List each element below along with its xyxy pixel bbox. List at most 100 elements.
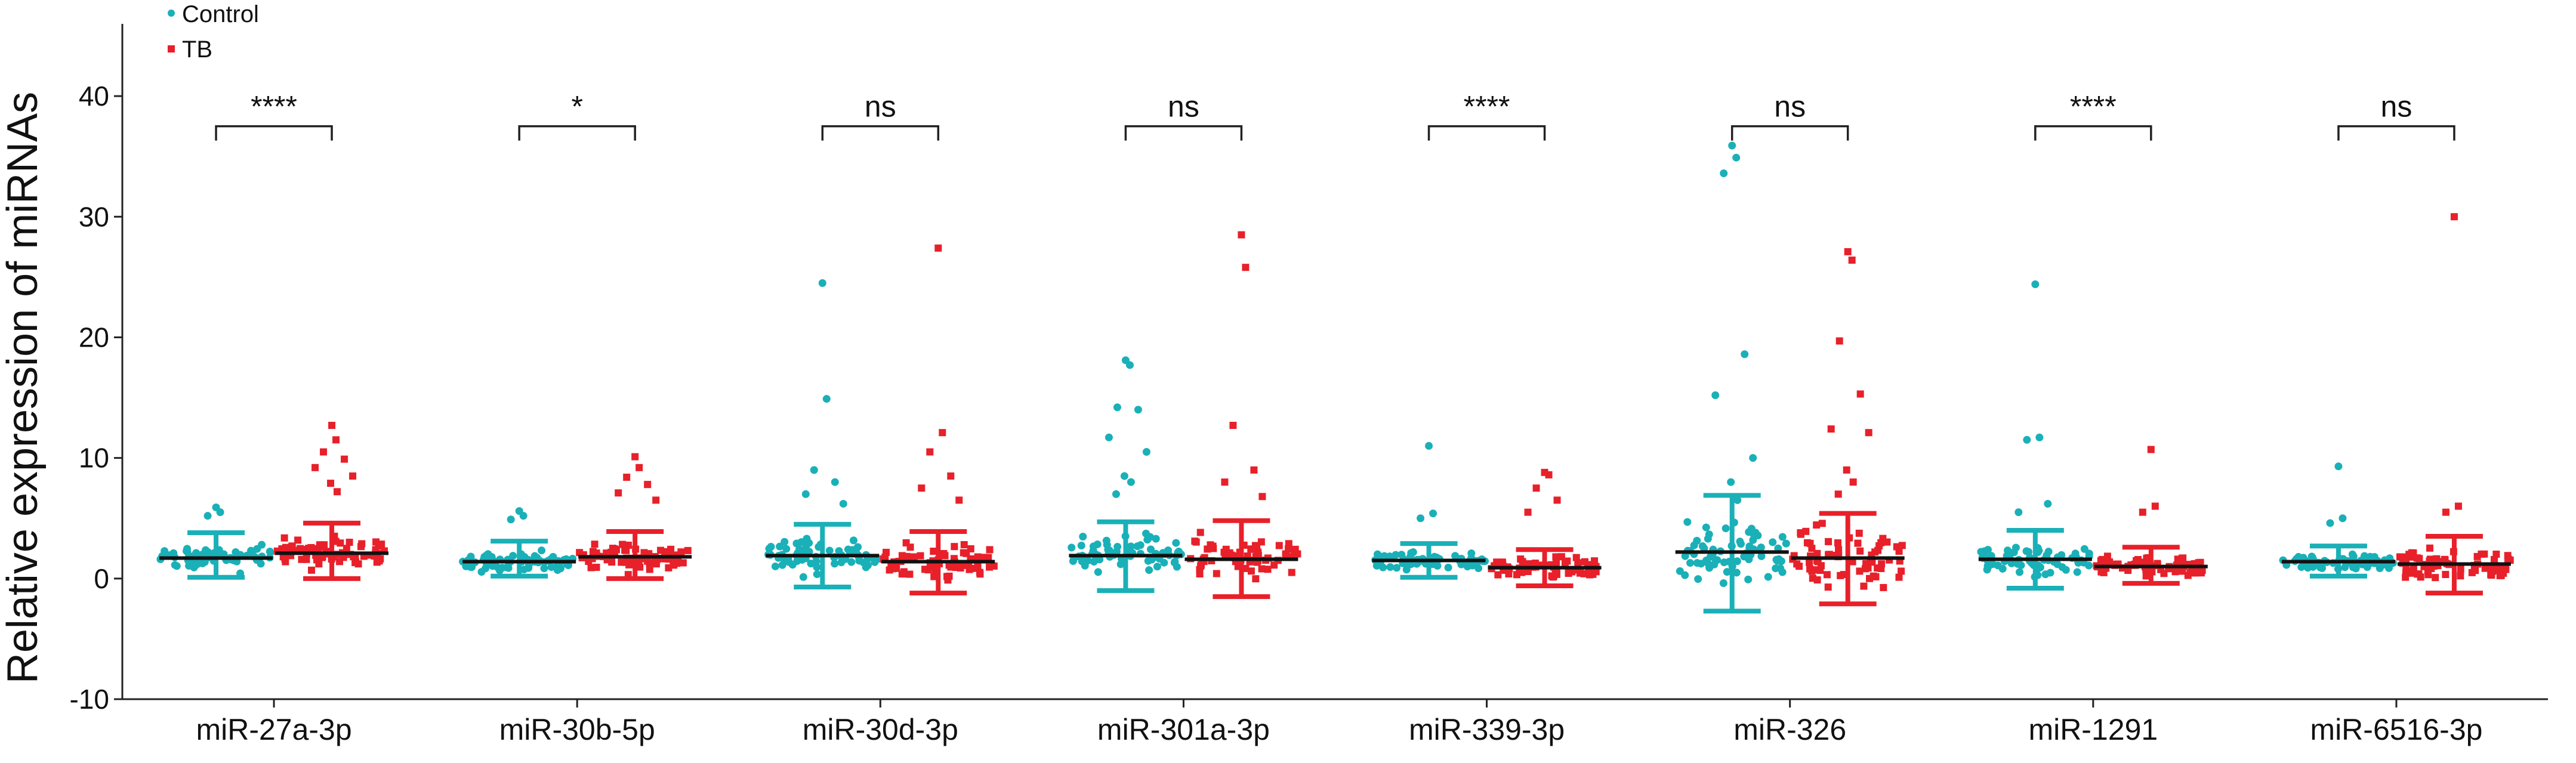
tb-point	[1860, 582, 1868, 590]
x-tick-label: miR-6516-3p	[2310, 713, 2482, 746]
tb-point	[2408, 549, 2415, 557]
tb-point	[585, 558, 593, 566]
x-tick-label: miR-339-3p	[1409, 713, 1565, 746]
control-point	[1705, 564, 1714, 572]
tb-outlier-point	[955, 496, 963, 504]
tb-point	[2442, 571, 2449, 579]
control-point	[1079, 532, 1087, 540]
control-outlier-point	[1113, 403, 1121, 412]
control-point	[1407, 549, 1415, 557]
tb-outlier-point	[623, 473, 631, 481]
control-point	[2073, 568, 2081, 576]
tb-point	[1247, 567, 1255, 575]
control-point	[1722, 524, 1730, 533]
control-point	[2058, 563, 2066, 572]
control-point	[1143, 536, 1152, 544]
control-point	[2297, 563, 2306, 572]
tb-point	[2478, 550, 2485, 558]
tb-point	[1252, 542, 1260, 549]
tb-point	[282, 543, 289, 551]
y-tick-label: 0	[94, 563, 109, 594]
significance-bracket	[215, 125, 333, 141]
control-outlier-point	[1749, 454, 1757, 462]
tb-point	[375, 557, 383, 565]
control-point	[776, 542, 784, 551]
tb-point	[941, 552, 949, 560]
tb-point	[2426, 544, 2434, 552]
control-point	[785, 558, 793, 566]
tb-outlier-point	[652, 496, 660, 504]
tb-point	[967, 564, 975, 572]
tb-point	[646, 566, 653, 573]
control-point	[780, 538, 789, 546]
control-point	[467, 552, 475, 561]
tb-point	[976, 570, 984, 578]
tb-point	[1552, 553, 1560, 561]
control-point	[1749, 536, 1757, 544]
control-point	[1705, 530, 1713, 539]
control-outlier-point	[2339, 514, 2347, 523]
tb-point	[1856, 567, 1864, 575]
tb-outlier-point	[2442, 508, 2449, 516]
control-outlier-point	[1741, 350, 1749, 359]
control-outlier-point	[1728, 141, 1736, 150]
tb-point	[618, 558, 625, 566]
y-tick-label: -10	[70, 684, 109, 715]
tb-outlier-point	[939, 429, 946, 437]
control-point	[1467, 549, 1476, 558]
tb-point	[902, 539, 910, 546]
control-point	[1736, 538, 1744, 546]
significance-label: ****	[1464, 90, 1510, 123]
tb-point	[318, 543, 326, 551]
tb-point	[280, 534, 288, 542]
control-point	[1084, 557, 1092, 565]
control-point	[850, 536, 858, 545]
tb-point	[1835, 546, 1843, 554]
control-point	[1372, 561, 1381, 570]
tb-point	[1895, 573, 1903, 581]
tb-outlier-point	[1849, 478, 1857, 486]
tb-outlier-point	[1242, 264, 1250, 271]
control-point	[1379, 563, 1387, 572]
tb-outlier-point	[1834, 490, 1842, 498]
control-point	[248, 549, 256, 558]
control-point	[1983, 546, 1992, 554]
control-point	[1733, 557, 1741, 566]
control-point	[1697, 560, 1705, 568]
control-outlier-point	[1732, 153, 1741, 162]
control-point	[1102, 536, 1110, 545]
control-point	[1077, 541, 1085, 549]
tb-outlier-point	[1865, 429, 1872, 437]
tb-point	[1549, 573, 1557, 581]
y-axis-label: Relative expression of miRNAs	[0, 92, 47, 684]
tb-point	[886, 566, 893, 574]
tb-point	[2481, 564, 2489, 572]
control-point	[1694, 575, 1702, 583]
tb-point	[1813, 576, 1821, 584]
tb-point	[906, 570, 914, 578]
control-point	[1723, 568, 1731, 576]
significance-label: ns	[1774, 90, 1806, 123]
tb-point	[1285, 545, 1292, 552]
tb-outlier-point	[644, 481, 652, 489]
control-outlier-point	[1134, 406, 1142, 414]
tb-point	[1813, 521, 1821, 529]
tb-outlier-point	[328, 422, 336, 430]
tb-outlier-point	[2454, 502, 2462, 510]
control-point	[831, 560, 839, 568]
significance-bracket	[1730, 125, 1849, 141]
tb-point	[930, 573, 938, 580]
significance-bracket	[2337, 125, 2455, 141]
tb-point	[1856, 547, 1864, 555]
control-outlier-point	[1425, 441, 1433, 450]
tb-outlier-point	[1229, 422, 1237, 430]
y-tick-label: 40	[79, 81, 109, 112]
control-point	[266, 547, 274, 555]
control-point	[1104, 545, 1112, 554]
tb-point	[2457, 572, 2464, 580]
tb-point	[1513, 571, 1520, 579]
control-point	[767, 543, 775, 551]
tb-outlier-point	[349, 472, 357, 480]
tb-point	[1898, 542, 1906, 549]
tb-point	[960, 541, 968, 549]
